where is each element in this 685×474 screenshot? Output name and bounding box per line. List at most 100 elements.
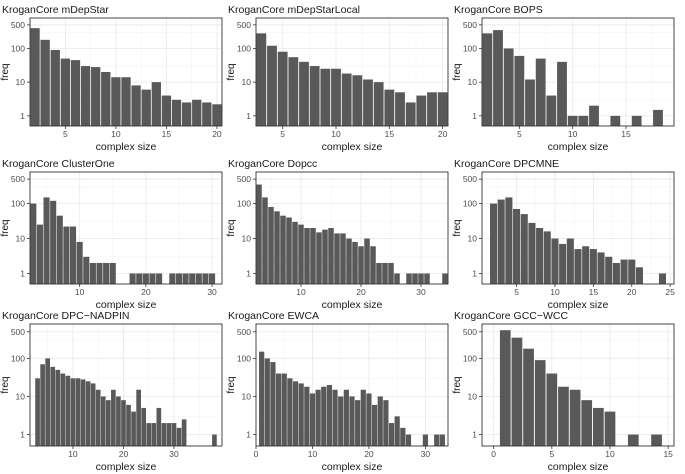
x-axis-title: complex size <box>548 141 609 153</box>
y-tick-label: 1 <box>20 111 25 121</box>
panel-3: KroganCore BOPS 1 10 100 500 5 10 15 complex siz… <box>452 4 675 153</box>
bar <box>149 273 156 284</box>
bar <box>332 389 338 446</box>
panel-6: KroganCore DPCMNE 1 10 100 500 5 10 15 20 25 compl… <box>452 158 675 311</box>
bar <box>569 389 581 446</box>
bar <box>212 434 217 446</box>
bar <box>298 383 304 446</box>
y-tick-label: 100 <box>463 199 477 209</box>
panel-title: KroganCore ClusterOne <box>2 158 115 170</box>
bar <box>310 228 316 284</box>
bar <box>109 262 116 284</box>
y-tick-label: 100 <box>11 353 25 363</box>
bar <box>142 273 149 284</box>
y-tick-label: 500 <box>237 20 251 30</box>
bar <box>566 238 574 284</box>
bar <box>334 233 340 284</box>
bar <box>582 246 590 284</box>
panel-frame <box>481 17 675 127</box>
panel-title: KroganCore DPC−NADPIN <box>2 310 130 322</box>
panel-1: KroganCore mDepStar 1 10 100 500 5 10 15 20 compl… <box>0 4 223 153</box>
minor-grid <box>482 18 674 126</box>
bar <box>546 373 558 446</box>
x-axis-title: complex size <box>548 299 609 311</box>
x-tick-label: 15 <box>162 129 172 139</box>
bar <box>43 197 50 284</box>
bar <box>95 389 101 446</box>
x-tick-label: 25 <box>665 287 675 297</box>
bar <box>292 381 299 446</box>
bar <box>338 396 344 446</box>
bar <box>262 197 268 284</box>
x-tick-label: 20 <box>438 129 448 139</box>
bar <box>400 427 406 446</box>
bar <box>551 238 559 284</box>
bar <box>340 233 346 284</box>
bar <box>80 379 86 446</box>
bar <box>653 109 663 126</box>
bar <box>315 389 321 446</box>
x-tick-label: 20 <box>627 287 637 297</box>
bar <box>264 358 270 446</box>
y-tick-label: 1 <box>246 268 251 278</box>
bar <box>161 95 172 126</box>
x-axis-title: complex size <box>322 299 383 311</box>
panel-title: KroganCore Dopcc <box>228 158 317 170</box>
bar <box>355 400 361 446</box>
y-tick-label: 500 <box>237 174 251 184</box>
bar <box>543 231 551 284</box>
x-tick-label: 5 <box>514 287 519 297</box>
bar <box>326 385 333 446</box>
bar <box>439 434 445 446</box>
x-tick-label: 20 <box>141 287 151 297</box>
bar <box>442 273 448 284</box>
y-tick-label: 500 <box>11 327 25 337</box>
bar <box>497 199 505 284</box>
bar <box>412 273 418 284</box>
bar <box>405 434 412 446</box>
bar <box>578 115 589 126</box>
bar <box>136 273 143 284</box>
panel-frame <box>29 17 223 127</box>
bar <box>60 58 71 127</box>
y-tick-label: 100 <box>237 43 251 53</box>
bar <box>628 259 636 284</box>
bar <box>274 211 280 284</box>
bar <box>651 434 662 446</box>
y-axis-title: freq <box>226 219 237 236</box>
panel-title: KroganCore mDepStarLocal <box>228 4 360 16</box>
bar <box>280 215 286 284</box>
panel-frame <box>29 171 223 285</box>
bar <box>100 396 106 446</box>
bar <box>129 273 136 284</box>
y-tick-label: 1 <box>472 268 477 278</box>
bar <box>658 273 667 284</box>
bar <box>370 246 376 284</box>
x-tick-label: 5 <box>517 129 522 139</box>
bars <box>259 351 445 446</box>
bar <box>292 221 298 284</box>
y-tick-label: 10 <box>16 77 26 87</box>
bar <box>535 58 546 127</box>
bar <box>256 184 262 284</box>
x-tick-label: 30 <box>416 287 426 297</box>
x-tick-label: 10 <box>308 449 318 459</box>
bar <box>371 404 378 446</box>
bar <box>558 386 569 446</box>
bar <box>316 232 322 284</box>
panel-title: KroganCore BOPS <box>454 4 543 16</box>
bar <box>511 337 523 446</box>
bar <box>105 400 111 446</box>
bar <box>76 241 83 284</box>
x-tick-label: 10 <box>75 287 85 297</box>
bar <box>268 206 274 284</box>
y-tick-label: 100 <box>463 353 477 363</box>
x-axis-title: complex size <box>96 141 157 153</box>
bar <box>141 89 151 126</box>
bar <box>111 77 121 126</box>
bar <box>304 386 310 446</box>
x-axis-title: complex size <box>548 461 609 473</box>
bar <box>270 362 276 446</box>
x-tick-label: 20 <box>119 449 129 459</box>
x-tick-label: 15 <box>621 129 631 139</box>
